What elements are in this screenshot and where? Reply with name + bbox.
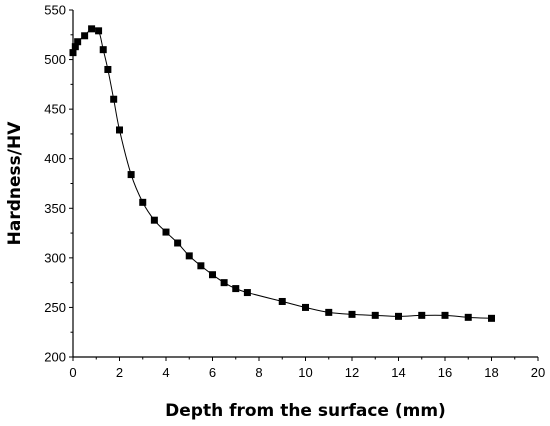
data-point (74, 38, 82, 46)
data-point (302, 303, 309, 311)
data-point (139, 198, 147, 206)
data-point (464, 313, 472, 321)
data-point (488, 314, 495, 322)
data-point (243, 289, 251, 297)
y-axis-title: Hardness/HV (5, 121, 25, 246)
data-point (197, 262, 205, 270)
series-line (72, 27, 492, 319)
data-point (209, 271, 216, 279)
data-point (441, 311, 449, 319)
y-tick-label: 350 (44, 201, 66, 216)
x-tick-label: 10 (298, 365, 312, 380)
data-point (150, 216, 158, 224)
x-tick-label: 4 (162, 365, 169, 380)
plot-area (69, 25, 495, 322)
x-tick-label: 2 (116, 365, 123, 380)
x-axis-title: Depth from the surface (mm) (165, 401, 446, 421)
y-tick-label: 250 (44, 300, 66, 315)
x-tick-label: 14 (391, 365, 405, 380)
data-point (104, 65, 112, 73)
data-point (395, 312, 402, 320)
data-point (185, 252, 193, 260)
data-point (88, 25, 96, 33)
data-point (116, 126, 123, 134)
data-point (99, 46, 107, 54)
data-point (232, 285, 240, 293)
data-point (418, 311, 426, 319)
x-tick-label: 16 (438, 365, 452, 380)
data-point (162, 228, 170, 236)
data-point (69, 49, 77, 57)
data-point (95, 27, 103, 35)
data-point (71, 43, 79, 51)
data-point (371, 311, 379, 319)
y-ticks: 200 250 300 350 400 450 500 550 (44, 3, 73, 365)
data-point (348, 310, 356, 318)
y-tick-label: 450 (44, 102, 66, 117)
y-tick-label: 200 (44, 350, 66, 365)
y-tick-label: 500 (44, 52, 66, 67)
data-point (220, 279, 228, 287)
x-ticks: 0 2 4 6 8 10 12 14 16 18 20 (69, 357, 545, 380)
data-point (174, 239, 182, 247)
x-tick-label: 0 (69, 365, 76, 380)
x-tick-label: 18 (484, 365, 498, 380)
x-tick-label: 12 (345, 365, 359, 380)
data-point (81, 32, 89, 40)
x-tick-label: 20 (531, 365, 545, 380)
x-tick-label: 8 (255, 365, 262, 380)
data-point (110, 95, 118, 103)
y-tick-label: 550 (44, 3, 66, 18)
y-tick-label: 300 (44, 250, 66, 265)
x-tick-label: 6 (209, 365, 216, 380)
data-point (127, 171, 135, 179)
data-point (325, 308, 333, 316)
data-point (278, 297, 286, 305)
y-tick-label: 400 (44, 151, 66, 166)
